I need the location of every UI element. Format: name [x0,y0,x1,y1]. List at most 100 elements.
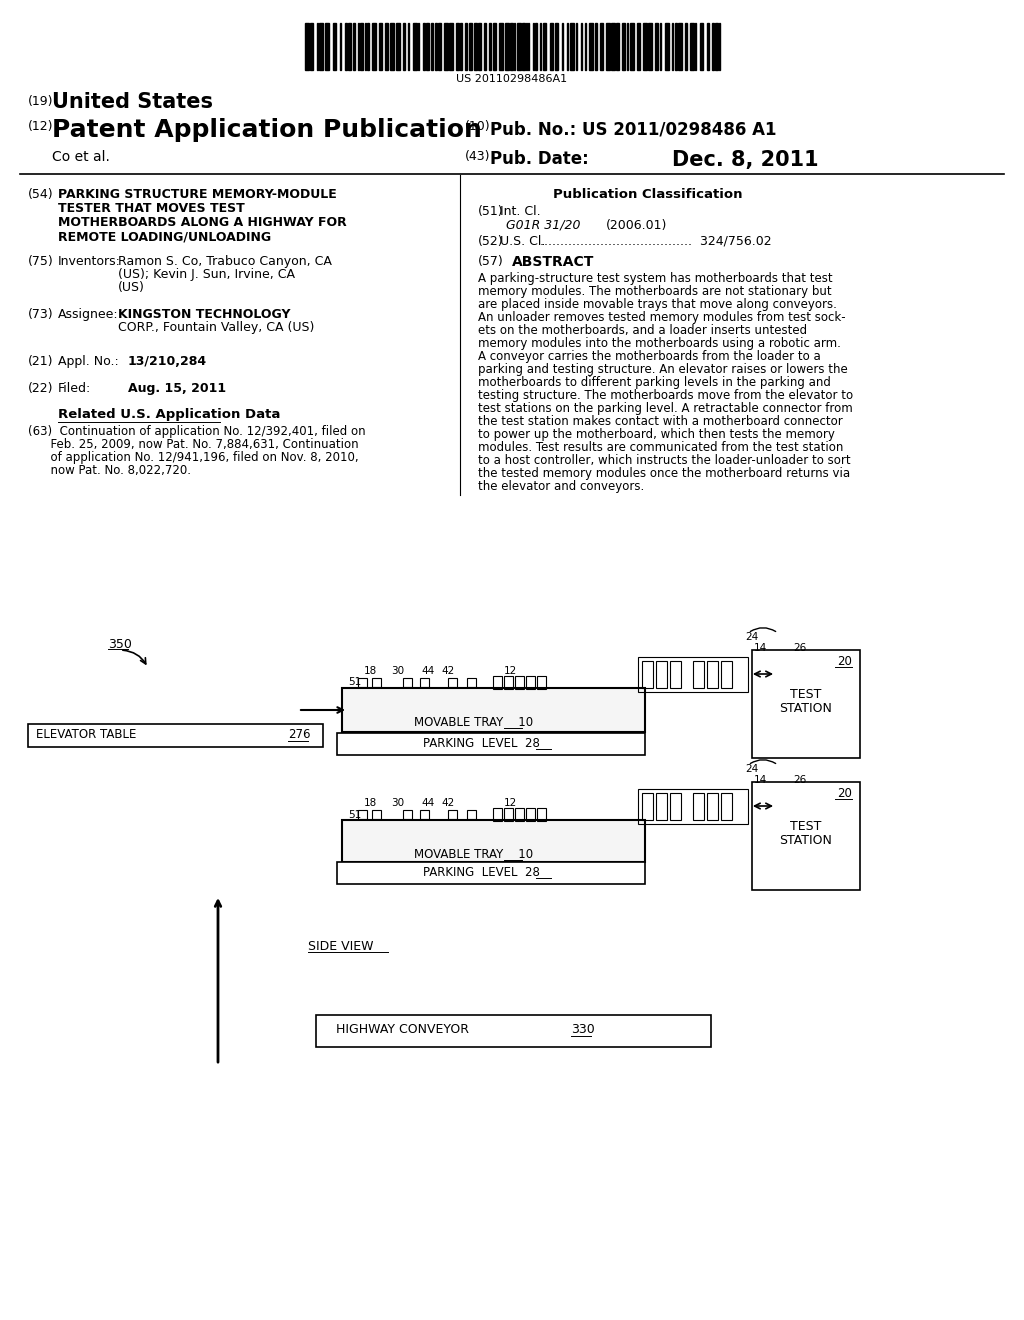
Text: motherboards to different parking levels in the parking and: motherboards to different parking levels… [478,376,830,389]
Bar [460,22,462,70]
Text: Dec. 8, 2011: Dec. 8, 2011 [672,150,818,170]
Bar [506,22,509,70]
Text: 14: 14 [754,643,767,653]
Bar [434,22,437,70]
Text: (19): (19) [28,95,53,108]
Bar [390,22,394,70]
Bar [403,810,412,818]
Bar [656,793,667,820]
Bar [515,808,524,821]
Text: REMOTE LOADING/UNLOADING: REMOTE LOADING/UNLOADING [58,230,271,243]
Text: 350: 350 [108,638,132,651]
Bar [566,22,567,70]
Text: 30: 30 [391,799,404,808]
Bar [488,22,490,70]
Bar [457,22,459,70]
Text: TEST: TEST [791,688,821,701]
Text: 24: 24 [745,764,758,774]
Bar [665,22,669,70]
Bar [595,22,597,70]
Text: CORP., Fountain Valley, CA (US): CORP., Fountain Valley, CA (US) [118,321,314,334]
Bar [555,22,558,70]
Bar [504,808,513,821]
Bar [693,661,705,688]
Text: (73): (73) [28,308,53,321]
Bar [28,723,323,747]
Text: now Pat. No. 8,022,720.: now Pat. No. 8,022,720. [28,465,191,477]
Bar [494,22,496,70]
Bar [483,22,486,70]
Bar [570,22,573,70]
Text: (54): (54) [28,187,53,201]
Bar [478,22,481,70]
Bar [342,820,645,862]
Text: ABSTRACT: ABSTRACT [512,255,594,269]
Bar [517,22,521,70]
Text: Related U.S. Application Data: Related U.S. Application Data [58,408,281,421]
Text: the test station makes contact with a motherboard connector: the test station makes contact with a mo… [478,414,843,428]
Text: KINGSTON TECHNOLOGY: KINGSTON TECHNOLOGY [118,308,291,321]
Bar [655,22,657,70]
Text: A conveyor carries the motherboards from the loader to a: A conveyor carries the motherboards from… [478,350,821,363]
Text: the elevator and conveyors.: the elevator and conveyors. [478,480,644,492]
Bar [528,22,529,70]
Bar [678,22,682,70]
Bar [423,22,425,70]
Text: Pub. No.: US 2011/0298486 A1: Pub. No.: US 2011/0298486 A1 [490,120,776,139]
Text: STATION: STATION [779,702,833,715]
Text: TEST: TEST [791,820,821,833]
Bar [615,22,620,70]
Bar [707,793,718,820]
Text: MOVABLE TRAY    10: MOVABLE TRAY 10 [414,715,534,729]
Bar [525,22,527,70]
Bar [685,22,687,70]
Bar [444,22,447,70]
Text: modules. Test results are communicated from the test station: modules. Test results are communicated f… [478,441,844,454]
Text: 330: 330 [571,1023,595,1036]
Text: Co et al.: Co et al. [52,150,110,164]
Text: SIDE VIEW: SIDE VIEW [308,940,374,953]
Text: ......................................  324/756.02: ...................................... 3… [540,235,772,248]
Bar [577,22,578,70]
Text: 26: 26 [794,643,807,653]
Bar [360,22,362,70]
Text: MOVABLE TRAY    10: MOVABLE TRAY 10 [414,847,534,861]
Bar [541,22,542,70]
Bar [365,22,367,70]
Text: Publication Classification: Publication Classification [553,187,742,201]
Text: (US); Kevin J. Sun, Irvine, CA: (US); Kevin J. Sun, Irvine, CA [118,268,295,281]
Text: TESTER THAT MOVES TEST: TESTER THAT MOVES TEST [58,202,245,215]
Text: testing structure. The motherboards move from the elevator to: testing structure. The motherboards move… [478,389,853,403]
Text: 24: 24 [745,632,758,642]
Text: ets on the motherboards, and a loader inserts untested: ets on the motherboards, and a loader in… [478,323,807,337]
Bar [642,793,653,820]
Text: ELEVATOR TABLE: ELEVATOR TABLE [36,729,136,741]
Bar [638,789,748,824]
Text: PARKING  LEVEL  28: PARKING LEVEL 28 [423,737,540,750]
Bar [630,22,634,70]
Text: MOTHERBOARDS ALONG A HIGHWAY FOR: MOTHERBOARDS ALONG A HIGHWAY FOR [58,216,347,228]
Bar [504,676,513,689]
Bar [536,22,537,70]
Bar [526,676,535,689]
Bar [317,22,318,70]
Text: 20: 20 [838,787,852,800]
Bar [562,22,563,70]
Bar [656,661,667,688]
Bar [672,22,674,70]
Text: memory modules. The motherboards are not stationary but: memory modules. The motherboards are not… [478,285,831,298]
Bar [675,22,677,70]
Bar [353,22,355,70]
Bar [409,22,410,70]
Bar [526,808,535,821]
Bar [385,22,388,70]
Text: (12): (12) [28,120,53,133]
Bar [752,649,860,758]
Bar [660,22,662,70]
Bar [449,678,457,686]
Text: (75): (75) [28,255,53,268]
Bar [403,22,404,70]
Bar [418,22,419,70]
Bar [637,22,640,70]
Bar [345,22,347,70]
